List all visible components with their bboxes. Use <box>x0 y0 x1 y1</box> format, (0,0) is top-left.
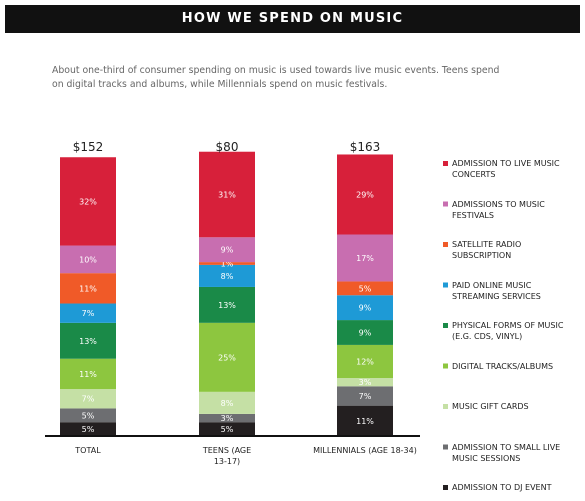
legend-swatch <box>443 282 448 288</box>
value-label: 3% <box>221 414 234 423</box>
legend-label: ADMISSIONS TO MUSIC FESTIVALS <box>452 199 545 220</box>
value-label: 7% <box>359 392 372 401</box>
bar-segment <box>337 281 393 296</box>
legend-label: ADMISSION TO SMALL LIVE MUSIC SESSIONS <box>452 442 561 463</box>
value-label: 11% <box>79 370 97 379</box>
value-label: 5% <box>82 425 95 434</box>
bar-segment <box>337 386 393 406</box>
value-label: 3% <box>359 378 372 387</box>
bar-segment <box>337 405 393 436</box>
bar-segment <box>60 157 116 246</box>
value-label: 13% <box>218 301 236 310</box>
total-label: $80 <box>215 140 239 154</box>
subtitle: About one-third of consumer spending on … <box>52 65 500 90</box>
total-label: $152 <box>72 140 104 154</box>
legend-swatch <box>443 242 448 247</box>
legend-label: PHYSICAL FORMS OF MUSIC (E.G. CDS, VINYL… <box>452 321 564 341</box>
legend-label: SATELLITE RADIO SUBSCRIPTION <box>452 240 522 260</box>
value-label: 32% <box>79 197 97 206</box>
value-label: 13% <box>79 337 97 346</box>
chart-title: HOW WE SPEND ON MUSIC <box>5 5 580 33</box>
bar-segment <box>60 358 116 390</box>
value-label: 9% <box>359 304 372 313</box>
value-label: 5% <box>359 284 372 293</box>
value-label: 12% <box>356 357 374 366</box>
value-label: 29% <box>356 191 374 200</box>
legend-label: DIGITAL TRACKS/ALBUMS <box>452 361 554 371</box>
value-label: 1% <box>221 260 234 269</box>
bar-segment <box>337 378 393 387</box>
value-label: 11% <box>356 417 374 426</box>
value-label: 17% <box>356 254 374 263</box>
value-label: 7% <box>82 309 95 318</box>
legend-swatch <box>443 444 448 450</box>
value-label: 5% <box>221 425 234 434</box>
value-label: 7% <box>82 395 95 404</box>
x-tick-label: MILLENNIALS (AGE 18-34) <box>313 446 417 455</box>
value-label: 8% <box>221 399 234 408</box>
bar-segment <box>199 286 255 323</box>
bar-segment <box>199 413 255 423</box>
bar-segment <box>199 151 255 238</box>
bar-segment <box>60 273 116 304</box>
bar-segment <box>337 344 393 379</box>
bar-segment <box>60 422 116 436</box>
bar-segment <box>337 295 393 321</box>
total-label: $163 <box>349 140 381 154</box>
legend-label: MUSIC GIFT CARDS <box>452 402 529 411</box>
value-label: 9% <box>221 246 234 255</box>
legend-swatch <box>443 201 448 207</box>
bar-segment <box>60 408 116 423</box>
bar-segment <box>337 154 393 235</box>
legend-swatch <box>443 161 448 166</box>
bar-segment <box>60 245 116 274</box>
bar-segment <box>199 422 255 436</box>
bar-segment <box>60 389 116 409</box>
bar-segment <box>199 262 255 265</box>
value-label: 9% <box>359 329 372 338</box>
value-label: 10% <box>79 255 97 264</box>
bar-segment <box>199 391 255 414</box>
bar-segment <box>199 264 255 287</box>
x-tick-label: TOTAL <box>75 446 101 455</box>
legend-label: ADMISSION TO DJ EVENT <box>452 483 552 492</box>
legend-swatch <box>443 323 448 328</box>
legend-swatch <box>443 485 448 490</box>
legend-swatch <box>443 404 448 409</box>
legend-label: PAID ONLINE MUSIC STREAMING SERVICES <box>452 280 541 301</box>
bar-segment <box>337 234 393 282</box>
bar-segment <box>337 320 393 345</box>
legend-swatch <box>443 363 448 369</box>
x-tick-label: TEENS (AGE 13-17) <box>202 446 252 466</box>
bar-segment <box>60 322 116 359</box>
value-label: 11% <box>79 284 97 293</box>
value-label: 31% <box>218 191 236 200</box>
value-label: 8% <box>221 272 234 281</box>
bar-segment <box>60 303 116 323</box>
bar-segment <box>199 237 255 263</box>
legend-label: ADMISSION TO LIVE MUSIC CONCERTS <box>452 159 560 179</box>
value-label: 25% <box>218 353 236 362</box>
bar-segment <box>199 322 255 392</box>
value-label: 5% <box>82 411 95 420</box>
